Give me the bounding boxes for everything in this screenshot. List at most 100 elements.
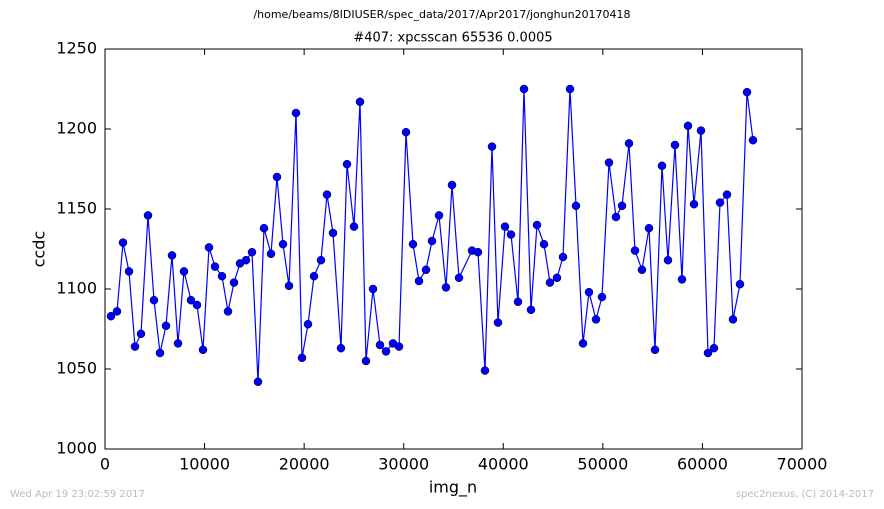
data-point <box>683 121 693 131</box>
data-point <box>266 249 276 259</box>
data-point <box>487 142 497 151</box>
x-tick-label: 40000 <box>478 455 529 474</box>
data-point <box>434 211 444 220</box>
data-point <box>526 305 536 315</box>
data-point <box>637 265 647 275</box>
x-tick-label: 60000 <box>677 455 728 474</box>
data-point <box>696 126 706 135</box>
data-point <box>506 230 516 239</box>
data-point <box>253 377 263 387</box>
y-tick-label: 1250 <box>56 39 97 58</box>
x-tick-label: 70000 <box>777 455 828 474</box>
y-tick-label: 1200 <box>56 119 97 138</box>
y-axis-label: ccdc <box>30 231 49 268</box>
data-point <box>247 247 257 257</box>
data-point <box>722 190 732 199</box>
data-point <box>663 255 673 265</box>
data-point <box>447 180 457 190</box>
data-point <box>161 321 171 331</box>
data-point <box>143 211 153 220</box>
data-point <box>728 315 738 324</box>
data-point <box>441 283 451 292</box>
data-point <box>565 84 575 94</box>
data-point <box>427 236 437 246</box>
data-point <box>173 339 183 348</box>
data-point <box>342 159 352 169</box>
data-point <box>650 345 660 355</box>
data-point <box>473 247 483 257</box>
data-point <box>513 297 523 307</box>
data-point <box>597 292 607 302</box>
data-point <box>500 222 510 231</box>
data-point <box>278 239 288 249</box>
data-line <box>110 88 754 382</box>
data-point <box>124 267 134 276</box>
footer-left: Wed Apr 19 23:02:59 2017 <box>10 489 145 500</box>
data-point <box>167 251 177 260</box>
data-point <box>742 87 752 97</box>
data-point <box>368 284 378 294</box>
data-point <box>204 243 214 252</box>
data-point <box>316 255 326 265</box>
data-point <box>291 108 301 118</box>
data-point <box>149 295 159 305</box>
data-point <box>604 158 614 167</box>
data-point <box>657 161 667 171</box>
data-point <box>118 238 128 247</box>
data-point <box>539 239 549 249</box>
data-point <box>414 276 424 286</box>
data-point <box>715 198 725 207</box>
data-point <box>241 255 251 265</box>
data-point <box>130 342 140 351</box>
data-point <box>532 220 542 230</box>
suptitle: /home/beams/8IDIUSER/spec_data/2017/Apr2… <box>253 8 630 21</box>
data-point <box>328 228 338 238</box>
data-point <box>336 343 346 353</box>
data-point <box>578 339 588 348</box>
data-point <box>584 287 594 297</box>
data-point <box>322 190 332 199</box>
x-tick-label: 0 <box>100 455 110 474</box>
data-point <box>375 340 385 350</box>
chart-title: #407: xpcsscan 65536 0.0005 <box>353 31 552 46</box>
x-tick-label: 20000 <box>279 455 330 474</box>
data-point <box>545 278 555 287</box>
data-point <box>381 347 391 356</box>
data-point <box>136 329 146 339</box>
data-point <box>748 135 758 145</box>
data-point <box>192 300 202 310</box>
x-tick-label: 50000 <box>577 455 628 474</box>
data-point <box>198 345 208 355</box>
data-point <box>689 199 699 209</box>
data-point <box>401 127 411 137</box>
data-point <box>421 265 431 275</box>
data-point <box>297 353 307 363</box>
data-point <box>259 223 269 233</box>
data-point <box>186 295 196 305</box>
data-point <box>106 311 116 321</box>
data-point <box>611 212 621 222</box>
y-tick-label: 1000 <box>56 439 97 458</box>
data-point <box>552 273 562 283</box>
data-point <box>355 97 365 107</box>
data-point <box>519 84 529 94</box>
data-point <box>617 201 627 211</box>
footer-right: spec2nexus, (C) 2014-2017 <box>736 489 874 500</box>
data-point <box>217 271 227 281</box>
data-point <box>670 140 680 150</box>
data-point <box>179 267 189 276</box>
data-point <box>349 222 359 231</box>
data-point <box>630 246 640 255</box>
data-point <box>112 307 122 316</box>
data-point <box>303 319 313 329</box>
data-point <box>703 348 713 358</box>
data-point <box>394 342 404 351</box>
data-point <box>155 348 165 358</box>
x-tick-label: 10000 <box>179 455 230 474</box>
data-point <box>454 273 464 283</box>
data-point <box>229 278 239 287</box>
data-point <box>272 172 282 182</box>
y-tick-label: 1050 <box>56 359 97 378</box>
data-point <box>624 139 634 148</box>
